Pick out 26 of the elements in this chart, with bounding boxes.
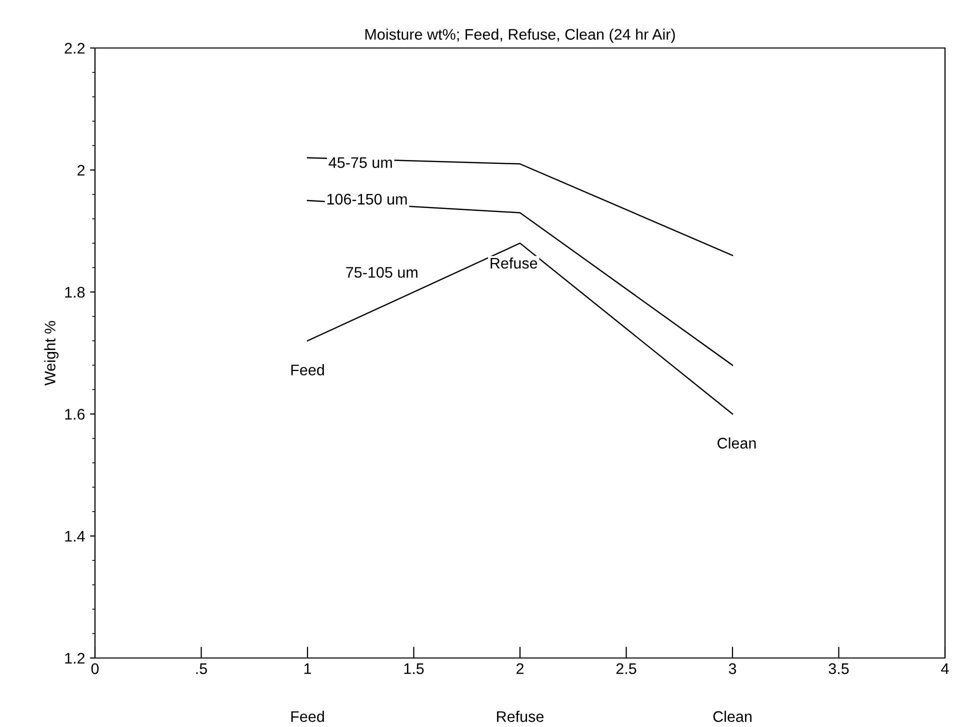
y-tick-label: 1.4 — [65, 531, 85, 542]
series-label: 75-105 um — [346, 266, 418, 278]
text: Clean — [713, 710, 752, 722]
y-tick-label: 2 — [78, 164, 85, 176]
y-tick-label: 1.8 — [65, 286, 85, 298]
y-tick-label: 1.6 — [65, 408, 85, 420]
series-label: 45-75 um — [328, 157, 392, 168]
x-tick-label: 0 — [91, 663, 99, 674]
x-tick-label: .5 — [196, 663, 207, 674]
x-tick-label: 1.5 — [404, 663, 424, 674]
x-tick-label: 1 — [304, 663, 312, 674]
y-tick-label: 1.2 — [65, 652, 85, 664]
x-tick-label: 2.5 — [616, 663, 636, 674]
x-tick-label: 3 — [728, 663, 736, 674]
annotation: Clean — [718, 437, 756, 449]
text: Feed — [291, 710, 324, 722]
text: Refuse — [497, 710, 544, 722]
x-tick-label: 2 — [516, 663, 524, 674]
series-label: 106-150 um — [327, 194, 407, 205]
chart-title: Moisture wt%; Feed, Refuse, Clean (24 hr Air) — [365, 28, 675, 43]
y-axis-title: Weight % — [44, 320, 58, 386]
annotation: Feed — [291, 364, 324, 376]
x-tick-label: 3.5 — [828, 663, 849, 674]
x-tick-label: 4 — [941, 663, 949, 674]
annotation: Refuse — [490, 257, 538, 269]
y-tick-label: 2.2 — [64, 42, 85, 54]
